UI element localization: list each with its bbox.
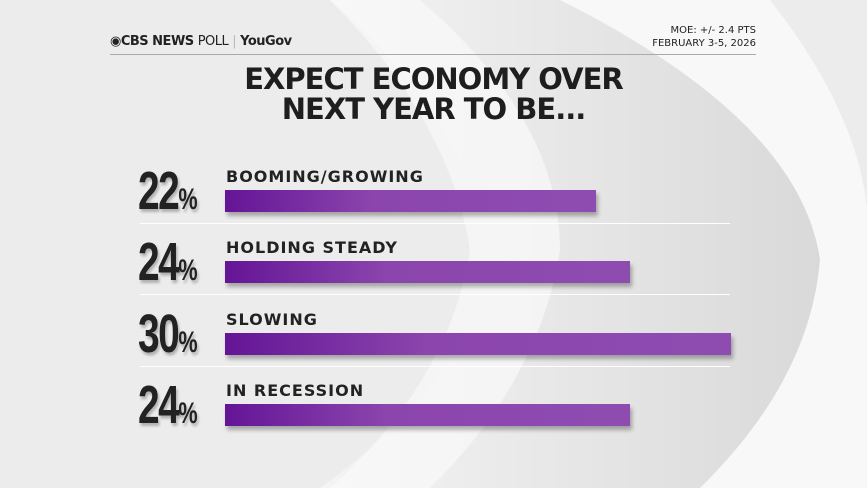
bar-row: 22% BOOMING/GROWING [0, 161, 867, 239]
category-label: SLOWING [226, 310, 318, 329]
bar [225, 404, 630, 426]
category-label: IN RECESSION [226, 381, 365, 400]
title-line-2: NEXT YEAR TO BE... [281, 92, 587, 126]
yougov-logo: YouGov [240, 34, 292, 49]
eye-icon: ◉ [110, 34, 121, 49]
value-label: 30% [138, 304, 198, 364]
value-label: 24% [138, 232, 198, 292]
poll-meta: MOE: +/- 2.4 PTS FEBRUARY 3-5, 2026 [652, 24, 756, 50]
poll-label: POLL [197, 34, 229, 49]
bar-row: 24% HOLDING STEADY [0, 232, 867, 310]
bar-row: 24% IN RECESSION [0, 375, 867, 453]
title-line-1: EXPECT ECONOMY OVER [244, 62, 623, 96]
bar [225, 333, 731, 355]
value-label: 22% [138, 161, 198, 221]
bar [225, 190, 597, 212]
category-label: HOLDING STEADY [226, 238, 398, 257]
bar [225, 261, 630, 283]
value-label: 24% [138, 375, 198, 435]
chart-title: EXPECT ECONOMY OVER NEXT YEAR TO BE... [0, 64, 867, 124]
category-label: BOOMING/GROWING [226, 167, 424, 186]
poll-dates: FEBRUARY 3-5, 2026 [652, 38, 756, 49]
bar-row: 30% SLOWING [0, 304, 867, 382]
row-divider [140, 294, 730, 295]
cbs-news-poll-logo: ◉CBS NEWS POLL | YouGov [110, 34, 292, 49]
brand: CBS NEWS [120, 34, 194, 49]
row-divider [140, 223, 730, 224]
header-rule [110, 54, 756, 55]
row-divider [140, 366, 730, 367]
margin-of-error: MOE: +/- 2.4 PTS [670, 25, 756, 36]
separator: | [232, 34, 237, 49]
